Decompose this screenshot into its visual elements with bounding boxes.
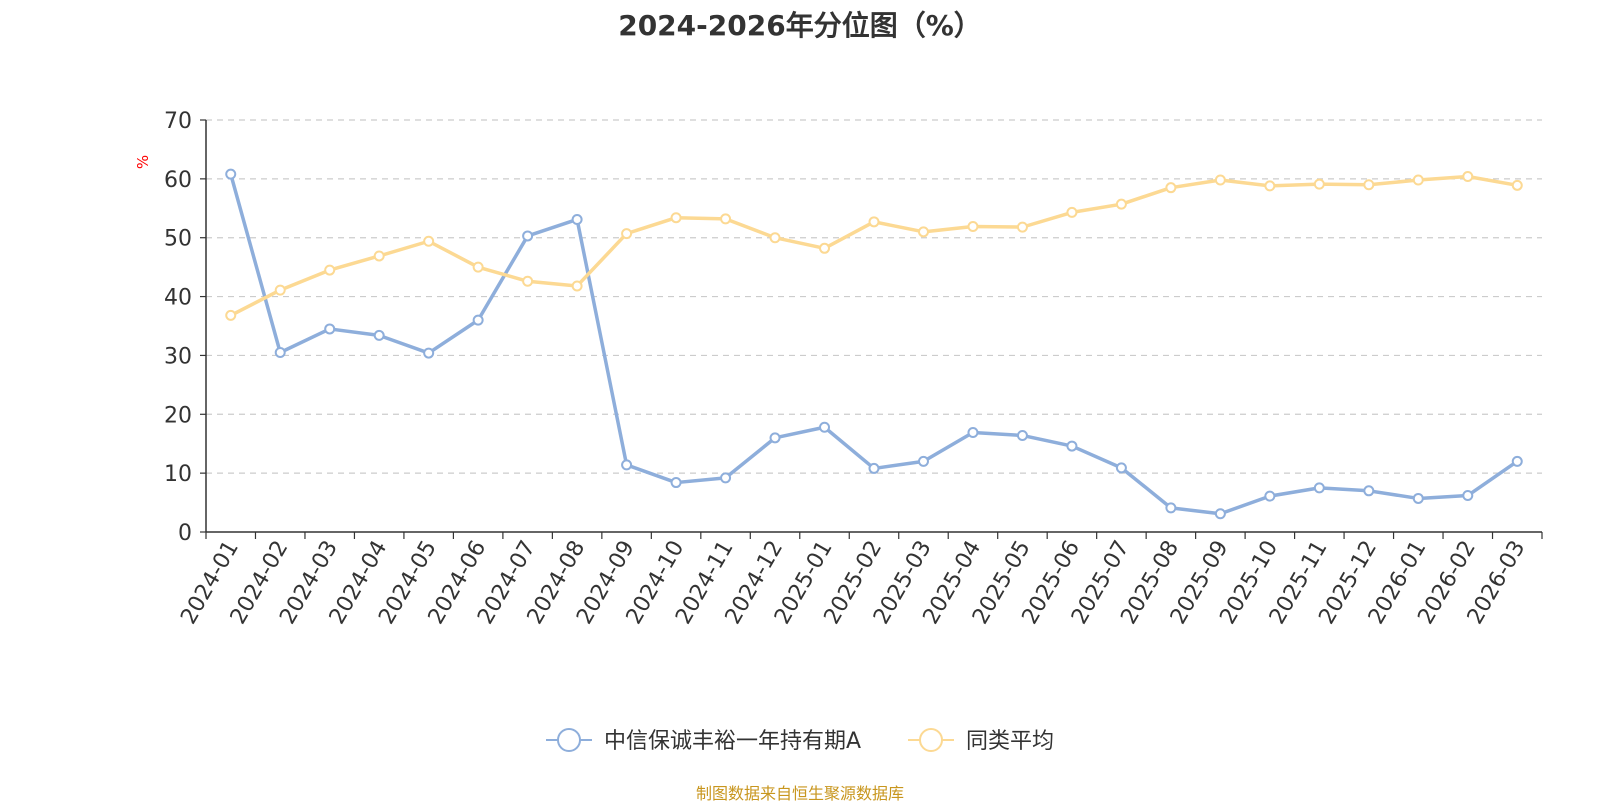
- series-2-point: [1016, 221, 1028, 233]
- series-1-point: [967, 427, 979, 439]
- series-1-point: [324, 323, 336, 335]
- series-2-point: [967, 221, 979, 233]
- series-1-point: [274, 346, 286, 358]
- series-2-point: [621, 228, 633, 240]
- series-2-point: [472, 261, 484, 273]
- series-1-point: [1264, 490, 1276, 502]
- series-2-point: [720, 213, 732, 225]
- source-note: 制图数据来自恒生聚源数据库: [695, 784, 904, 803]
- series-1-point: [1066, 440, 1078, 452]
- series-1-point: [1462, 490, 1474, 502]
- series-1-point: [917, 455, 929, 467]
- series-1-point: [868, 462, 880, 474]
- series-2-point: [1363, 179, 1375, 191]
- y-tick-label: 20: [164, 403, 192, 428]
- series-2-point: [274, 284, 286, 296]
- series-1-point: [1363, 485, 1375, 497]
- series-1-point: [1016, 429, 1028, 441]
- series-1-point: [1511, 455, 1523, 467]
- legend-label-2: 同类平均: [966, 729, 1054, 754]
- series-2-point: [769, 232, 781, 244]
- series-2-point: [868, 216, 880, 228]
- legend-label-1: 中信保诚丰裕一年持有期A: [604, 729, 861, 754]
- series-1-point: [522, 230, 534, 242]
- series-1-point: [819, 421, 831, 433]
- series-1-point: [373, 329, 385, 341]
- series-2-point: [571, 280, 583, 292]
- series-1-point: [472, 314, 484, 326]
- y-tick-label: 60: [164, 168, 192, 193]
- series-2-point: [324, 264, 336, 276]
- series-1-point: [670, 477, 682, 489]
- series-1-point: [1165, 502, 1177, 514]
- series-1-point: [769, 432, 781, 444]
- series-2-point: [1412, 174, 1424, 186]
- series-2-point: [522, 275, 534, 287]
- y-tick-label: 40: [164, 286, 192, 311]
- series-2-point: [1214, 174, 1226, 186]
- series-2-point: [373, 250, 385, 262]
- series-1-point: [225, 168, 237, 180]
- series-2-point: [1165, 182, 1177, 194]
- series-2-point: [819, 242, 831, 254]
- y-tick-label: 70: [164, 109, 192, 134]
- series-2-point: [1066, 206, 1078, 218]
- chart-title: 2024-2026年分位图（%）: [618, 9, 982, 42]
- series-2-point: [670, 212, 682, 224]
- series-line-2: [229, 174, 1518, 317]
- series-2-point: [1511, 179, 1523, 191]
- series-1-point: [1412, 492, 1424, 504]
- series-1-point: [571, 213, 583, 225]
- y-tick-label: 10: [164, 462, 192, 487]
- legend-marker-1: [557, 728, 581, 752]
- series-1-point: [423, 347, 435, 359]
- series-1-point: [1115, 462, 1127, 474]
- y-tick-label: 30: [164, 344, 192, 369]
- series-1-point: [1313, 482, 1325, 494]
- y-axis-label: %: [134, 155, 152, 169]
- y-tick-label: 50: [164, 227, 192, 252]
- series-1-point: [1214, 508, 1226, 520]
- series-2-point: [1115, 198, 1127, 210]
- legend-marker-2: [919, 728, 943, 752]
- series-1-point: [720, 472, 732, 484]
- series-2-point: [1462, 171, 1474, 183]
- series-2-point: [1264, 180, 1276, 192]
- y-tick-label: 0: [178, 521, 192, 546]
- series-2-point: [917, 226, 929, 238]
- series-2-point: [423, 235, 435, 247]
- series-1-point: [621, 459, 633, 471]
- series-2-point: [225, 309, 237, 321]
- series-2-point: [1313, 178, 1325, 190]
